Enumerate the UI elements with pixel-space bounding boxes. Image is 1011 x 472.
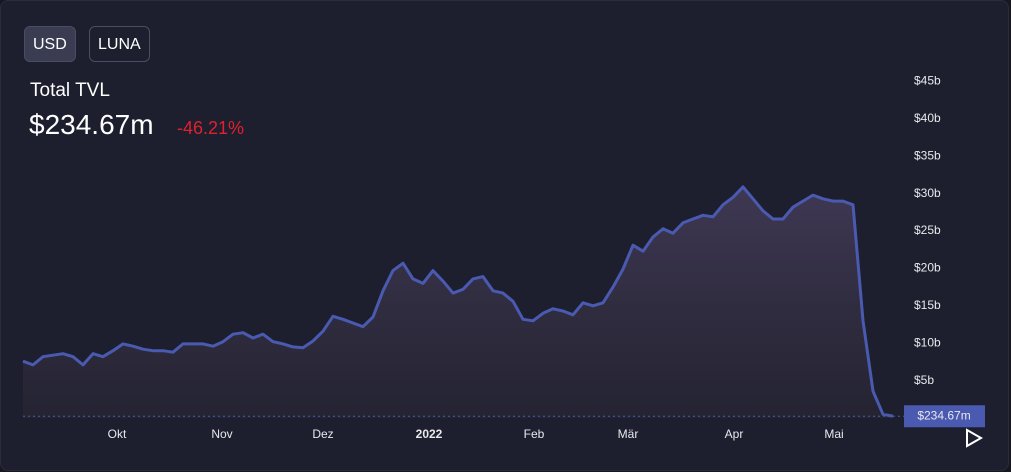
x-tick-label: Mai [824, 427, 843, 441]
usd-button[interactable]: USD [24, 26, 76, 62]
x-tick-label: Okt [108, 427, 127, 441]
price-tag [904, 405, 985, 428]
x-tick-label: Apr [725, 427, 744, 441]
y-tick-label: $45b [914, 74, 941, 88]
y-tick-label: $10b [914, 335, 941, 349]
luna-button[interactable]: LUNA [89, 26, 150, 62]
y-tick-label: $25b [914, 223, 941, 237]
y-tick-label: $35b [914, 148, 941, 162]
y-tick-label: $20b [914, 261, 941, 275]
x-tick-label: Nov [211, 427, 232, 441]
area [23, 186, 893, 418]
chart-title: Total TVL [30, 80, 110, 101]
y-tick-label: $5b [914, 373, 934, 387]
price-tag-label: $234.67m [917, 408, 970, 422]
y-tick-label: $15b [914, 298, 941, 312]
y-tick-label: $40b [914, 111, 941, 125]
current-value: $234.67m [29, 109, 154, 140]
change: -46.21% [177, 118, 245, 138]
play-button[interactable] [966, 428, 984, 448]
line [22, 185, 894, 418]
x-tick-label: Mär [618, 427, 639, 441]
x-tick-label: Feb [524, 427, 545, 441]
x-tick-label: 2022 [416, 427, 443, 441]
y-tick-label: $30b [914, 186, 941, 200]
x-tick-label: Dez [312, 427, 333, 441]
